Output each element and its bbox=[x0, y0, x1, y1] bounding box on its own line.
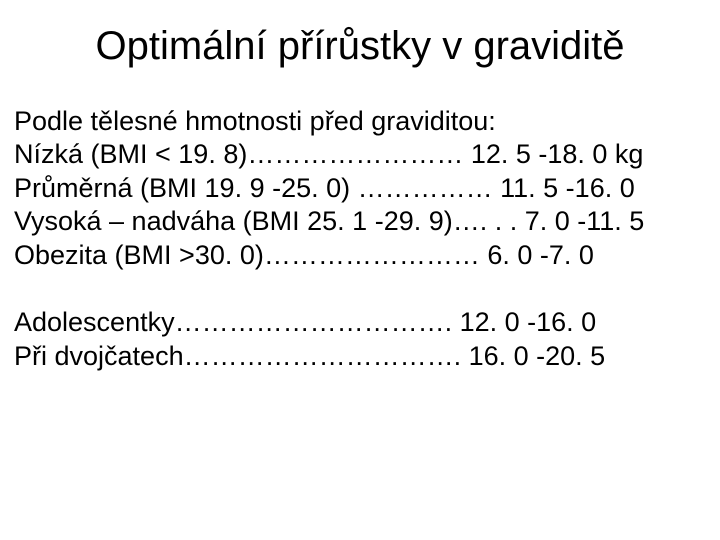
row-adolescents: Adolescentky…………………………. 12. 0 -16. 0 bbox=[14, 306, 710, 339]
spacer bbox=[14, 272, 710, 306]
row-low-bmi: Nízká (BMI < 19. 8)…………………… 12. 5 -18. 0… bbox=[14, 138, 710, 171]
row-obesity: Obezita (BMI >30. 0)…………………… 6. 0 -7. 0 bbox=[14, 239, 710, 272]
row-twins: Při dvojčatech…………………………. 16. 0 -20. 5 bbox=[14, 340, 710, 373]
slide-body: Podle tělesné hmotnosti před graviditou:… bbox=[0, 105, 720, 373]
slide: Optimální přírůstky v graviditě Podle tě… bbox=[0, 0, 720, 540]
intro-line: Podle tělesné hmotnosti před graviditou: bbox=[14, 105, 710, 138]
row-avg-bmi: Průměrná (BMI 19. 9 -25. 0) …………… 11. 5 … bbox=[14, 172, 710, 205]
row-high-bmi: Vysoká – nadváha (BMI 25. 1 -29. 9)…. . … bbox=[14, 205, 710, 238]
slide-title: Optimální přírůstky v graviditě bbox=[0, 0, 720, 105]
